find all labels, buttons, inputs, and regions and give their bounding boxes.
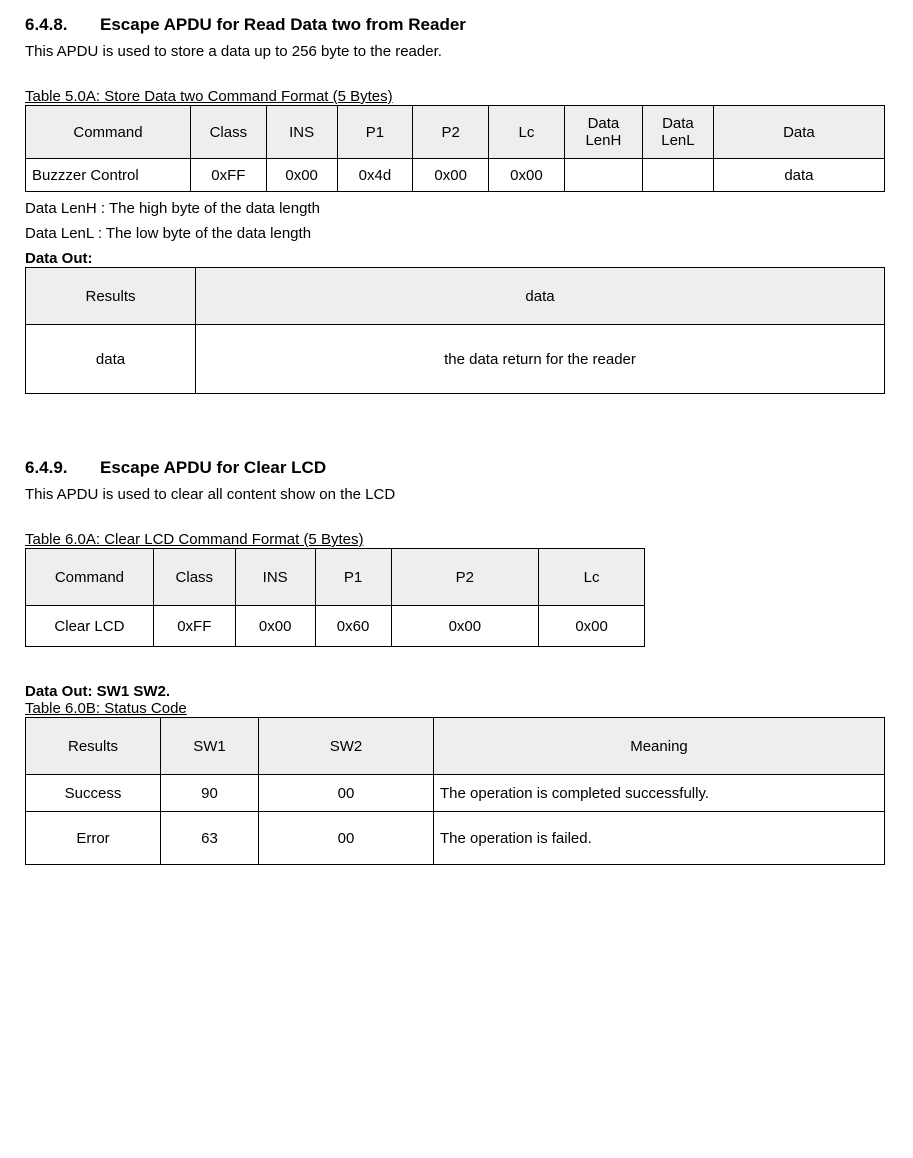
table-row: Success 90 00 The operation is completed… <box>26 775 885 812</box>
note-lenh: Data LenH : The high byte of the data le… <box>25 200 888 217</box>
section-649-heading: 6.4.9. Escape APDU for Clear LCD <box>25 458 888 478</box>
table-50a-caption: Table 5.0A: Store Data two Command Forma… <box>25 88 888 105</box>
table-cell: 0x60 <box>315 606 391 647</box>
note-lenl: Data LenL : The low byte of the data len… <box>25 225 888 242</box>
table-cell: The operation is failed. <box>434 812 885 865</box>
col-header: P2 <box>391 549 539 606</box>
table-cell: 90 <box>161 775 259 812</box>
col-header: INS <box>235 549 315 606</box>
table-row: Clear LCD 0xFF 0x00 0x60 0x00 0x00 <box>26 606 645 647</box>
table-cell: Error <box>26 812 161 865</box>
section-title: Escape APDU for Read Data two from Reade… <box>100 15 466 35</box>
col-header: Class <box>153 549 235 606</box>
section-649-desc: This APDU is used to clear all content s… <box>25 486 888 503</box>
table-cell: 0x00 <box>539 606 645 647</box>
table-cell: 0x00 <box>391 606 539 647</box>
table-cell: 00 <box>259 775 434 812</box>
table-cell: 0xFF <box>190 159 266 192</box>
table-cell: the data return for the reader <box>196 325 885 394</box>
col-header: P1 <box>337 106 413 159</box>
table-cell: 0x00 <box>235 606 315 647</box>
data-out-label: Data Out: SW1 SW2. <box>25 683 888 700</box>
table-cell: Success <box>26 775 161 812</box>
table-cell: 63 <box>161 812 259 865</box>
section-title: Escape APDU for Clear LCD <box>100 458 326 478</box>
section-648-heading: 6.4.8. Escape APDU for Read Data two fro… <box>25 15 888 35</box>
table-cell: 0x00 <box>266 159 337 192</box>
col-header: Data LenH <box>564 106 642 159</box>
col-header: Meaning <box>434 718 885 775</box>
table-60a-caption: Table 6.0A: Clear LCD Command Format (5 … <box>25 531 888 548</box>
table-cell <box>564 159 642 192</box>
section-number: 6.4.8. <box>25 15 68 35</box>
table-60a: Command Class INS P1 P2 Lc Clear LCD 0xF… <box>25 548 645 647</box>
table-row: Results data <box>26 268 885 325</box>
table-50a: Command Class INS P1 P2 Lc Data LenH Dat… <box>25 105 885 192</box>
table-cell: 0xFF <box>153 606 235 647</box>
col-header: Command <box>26 106 191 159</box>
table-cell: data <box>26 325 196 394</box>
table-cell: 0x00 <box>413 159 489 192</box>
table-cell: 0x4d <box>337 159 413 192</box>
col-header: Class <box>190 106 266 159</box>
col-header: P2 <box>413 106 489 159</box>
col-header: Lc <box>539 549 645 606</box>
section-648-desc: This APDU is used to store a data up to … <box>25 43 888 60</box>
table-cell: 0x00 <box>489 159 565 192</box>
table-cell: The operation is completed successfully. <box>434 775 885 812</box>
section-number: 6.4.9. <box>25 458 68 478</box>
table-60b-caption: Table 6.0B: Status Code <box>25 700 888 717</box>
data-out-label: Data Out: <box>25 250 888 267</box>
col-header: INS <box>266 106 337 159</box>
col-header: Command <box>26 549 154 606</box>
col-header: Results <box>26 718 161 775</box>
table-cell: Buzzzer Control <box>26 159 191 192</box>
table-60b: Results SW1 SW2 Meaning Success 90 00 Th… <box>25 717 885 865</box>
col-header: SW1 <box>161 718 259 775</box>
col-header: Data LenL <box>643 106 714 159</box>
col-header: Data <box>713 106 884 159</box>
col-header: Results <box>26 268 196 325</box>
table-row: Command Class INS P1 P2 Lc <box>26 549 645 606</box>
table-row: Command Class INS P1 P2 Lc Data LenH Dat… <box>26 106 885 159</box>
table-row: Results SW1 SW2 Meaning <box>26 718 885 775</box>
table-row: Buzzzer Control 0xFF 0x00 0x4d 0x00 0x00… <box>26 159 885 192</box>
col-header: data <box>196 268 885 325</box>
table-50-dataout: Results data data the data return for th… <box>25 267 885 394</box>
table-cell: 00 <box>259 812 434 865</box>
table-row: data the data return for the reader <box>26 325 885 394</box>
table-row: Error 63 00 The operation is failed. <box>26 812 885 865</box>
table-cell: data <box>713 159 884 192</box>
table-cell: Clear LCD <box>26 606 154 647</box>
col-header: Lc <box>489 106 565 159</box>
col-header: P1 <box>315 549 391 606</box>
table-cell <box>643 159 714 192</box>
col-header: SW2 <box>259 718 434 775</box>
